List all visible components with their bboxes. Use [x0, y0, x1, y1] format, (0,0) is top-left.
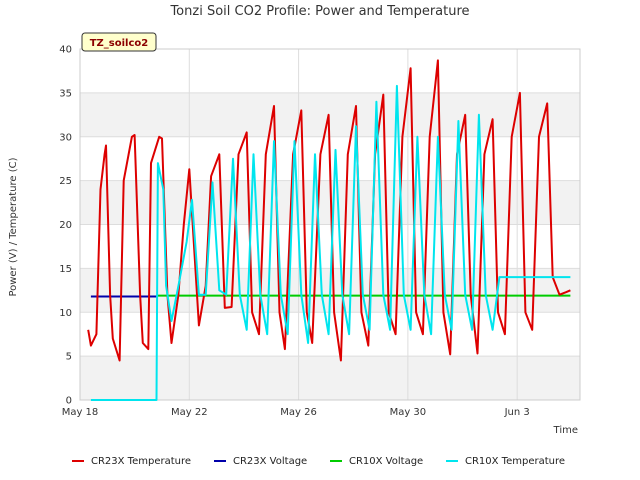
series-cr23x-temperature — [87, 59, 571, 362]
site-badge-label: TZ_soilco2 — [90, 38, 149, 49]
y-axis-title: Power (V) / Temperature (C) — [8, 157, 19, 296]
y-tick-label: 35 — [59, 88, 72, 99]
y-tick-label: 40 — [59, 45, 72, 56]
chart-title: Tonzi Soil CO2 Profile: Power and Temper… — [169, 4, 469, 19]
x-tick-label: May 18 — [62, 407, 99, 418]
x-tick-label: May 30 — [390, 407, 427, 418]
y-ticks: 0 5 10 15 20 25 30 35 40 — [59, 45, 72, 407]
y-tick-label: 10 — [59, 308, 72, 319]
plot-frame — [79, 48, 581, 401]
site-badge: TZ_soilco2 — [81, 32, 157, 52]
x-ticks: May 18 May 22 May 26 May 30 Jun 3 — [62, 407, 530, 418]
x-axis-title: Time — [553, 425, 578, 436]
x-tick-label: Jun 3 — [504, 407, 530, 418]
legend-label-cr10x-temperature: CR10X Temperature — [465, 456, 565, 467]
series-cr10x-temperature — [90, 84, 571, 401]
y-tick-label: 30 — [59, 132, 72, 143]
y-tick-label: 25 — [59, 176, 72, 187]
legend-label-cr10x-voltage: CR10X Voltage — [349, 456, 423, 467]
legend-label-cr23x-voltage: CR23X Voltage — [233, 456, 307, 467]
legend-label-cr23x-temperature: CR23X Temperature — [91, 456, 191, 467]
y-tick-label: 20 — [59, 220, 72, 231]
plot-band — [80, 356, 580, 400]
legend: CR23X Temperature CR23X Voltage CR10X Volt… — [72, 456, 565, 467]
y-tick-label: 0 — [66, 396, 72, 407]
x-tick-label: May 22 — [171, 407, 208, 418]
y-tick-label: 5 — [66, 352, 72, 363]
series-lines — [87, 59, 571, 401]
y-tick-label: 15 — [59, 264, 72, 275]
site-badge-box — [81, 32, 157, 52]
x-tick-label: May 26 — [280, 407, 317, 418]
